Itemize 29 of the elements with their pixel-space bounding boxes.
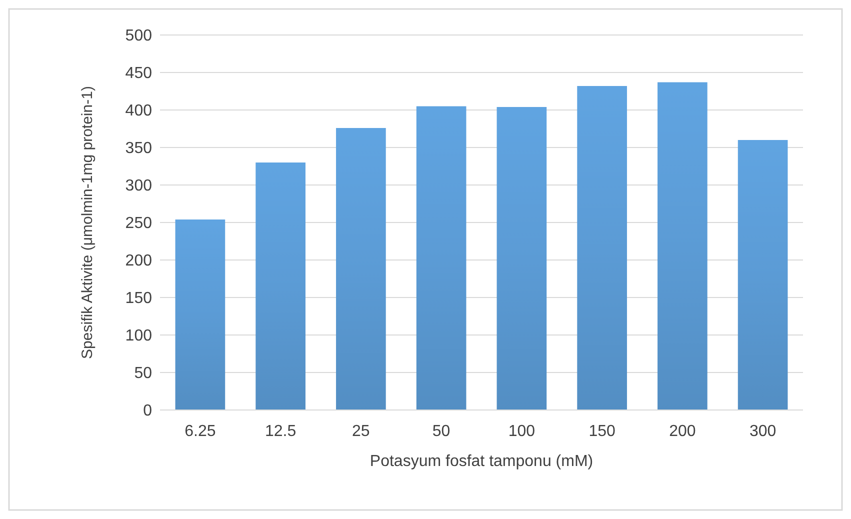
bar (577, 86, 627, 410)
y-tick-label: 100 (125, 328, 152, 345)
y-tick-label: 400 (125, 102, 152, 120)
bar (658, 82, 708, 410)
y-tick-label: 300 (125, 178, 152, 195)
y-tick-label: 250 (125, 215, 152, 232)
y-tick-label: 350 (125, 140, 152, 158)
y-tick-label: 200 (125, 252, 152, 270)
x-tick-label: 300 (749, 423, 776, 440)
bar (336, 128, 386, 410)
bar (416, 106, 466, 410)
x-tick-label: 150 (588, 423, 616, 440)
x-tick-label: 100 (508, 423, 536, 440)
bar (256, 162, 306, 410)
x-tick-label: 25 (352, 423, 370, 440)
y-tick-label: 50 (134, 365, 152, 382)
y-tick-label: 150 (125, 290, 152, 308)
y-tick-label: 0 (143, 402, 152, 420)
x-tick-label: 12.5 (264, 423, 296, 440)
x-tick-label: 6.25 (184, 423, 216, 440)
x-axis-title: Potasyum fosfat tamponu (mM) (370, 453, 594, 470)
y-tick-label: 500 (125, 28, 152, 45)
y-tick-label: 450 (125, 65, 152, 82)
bar (175, 220, 226, 410)
y-axis-title: Spesifik Aktivite (μmolmin-1mg protein-1) (79, 86, 96, 359)
bar (496, 107, 547, 410)
x-tick-label: 200 (669, 423, 696, 440)
bar (738, 140, 788, 410)
x-tick-label: 50 (432, 423, 450, 440)
